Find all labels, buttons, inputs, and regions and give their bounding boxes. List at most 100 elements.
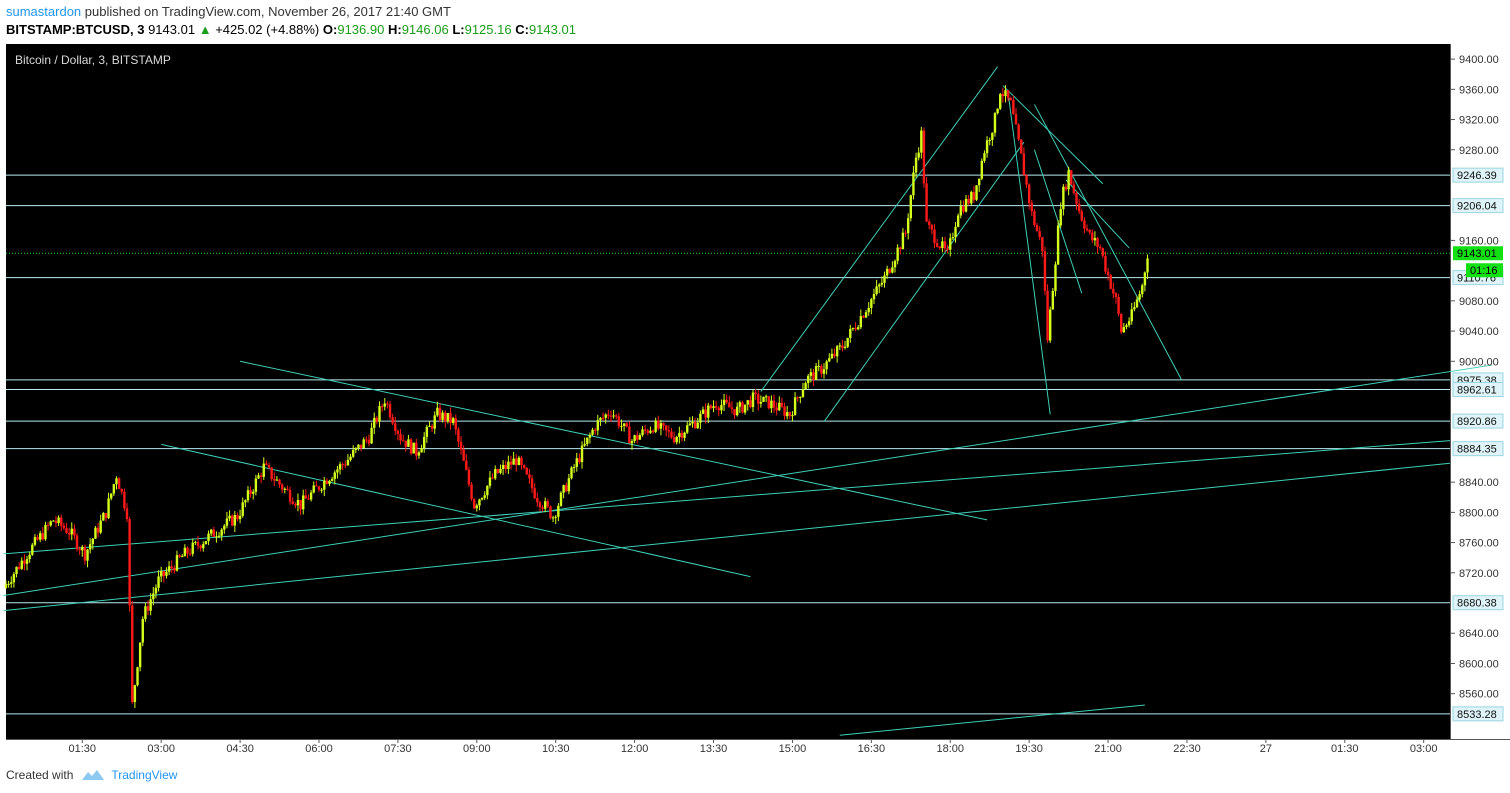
time-axis[interactable] bbox=[6, 739, 1450, 759]
y-tick-label: 9320.00 bbox=[1459, 115, 1499, 127]
candle-body bbox=[704, 409, 707, 418]
candle-body bbox=[828, 358, 831, 362]
candle-body bbox=[793, 397, 797, 416]
candle-body bbox=[762, 396, 765, 402]
candle-body bbox=[546, 501, 550, 507]
tradingview-link[interactable]: TradingView bbox=[111, 768, 178, 782]
candle-body bbox=[317, 486, 321, 490]
candle-body bbox=[1001, 94, 1005, 97]
candle-body bbox=[1004, 90, 1007, 97]
trend-line bbox=[239, 360, 988, 521]
candle-body bbox=[302, 495, 305, 510]
candle-body bbox=[102, 513, 105, 521]
candle-body bbox=[496, 469, 500, 473]
candle-body bbox=[543, 501, 547, 509]
candle-body bbox=[975, 185, 978, 200]
candle-body bbox=[1122, 326, 1126, 333]
candle-body bbox=[1146, 258, 1149, 273]
close-label: C: bbox=[515, 22, 529, 37]
candle-body bbox=[444, 412, 447, 422]
candle-body bbox=[17, 566, 21, 569]
candle-body bbox=[451, 418, 455, 423]
candle-body bbox=[586, 437, 589, 444]
candle-body bbox=[1014, 113, 1018, 125]
last-price: 9143.01 bbox=[148, 22, 196, 37]
candle-body bbox=[775, 407, 778, 411]
candle-body bbox=[54, 520, 58, 524]
candle-body bbox=[236, 514, 239, 520]
candle-body bbox=[507, 461, 510, 470]
candle-body bbox=[262, 463, 265, 477]
candle-body bbox=[654, 420, 657, 432]
candle-body bbox=[472, 499, 476, 509]
candle-body bbox=[94, 527, 97, 539]
candle-body bbox=[57, 517, 60, 524]
candle-body bbox=[838, 345, 841, 347]
candle-body bbox=[67, 532, 71, 535]
candle-body bbox=[504, 465, 507, 470]
candle-body bbox=[107, 498, 110, 519]
candle-body bbox=[862, 316, 865, 318]
candle-body bbox=[144, 606, 147, 619]
candle-body bbox=[312, 485, 315, 493]
candle-body bbox=[749, 400, 752, 408]
candle-body bbox=[814, 366, 818, 380]
candle-body bbox=[714, 406, 718, 408]
candle-body bbox=[509, 461, 513, 465]
candle-body bbox=[712, 406, 715, 409]
candle-body bbox=[759, 401, 763, 404]
y-tick-label: 8800.00 bbox=[1459, 507, 1499, 519]
candle-body bbox=[1033, 211, 1036, 226]
candle-body bbox=[1067, 170, 1070, 190]
candle-body bbox=[912, 172, 915, 196]
x-tick-label: 01:30 bbox=[1331, 743, 1359, 755]
low-label: L: bbox=[452, 22, 465, 37]
candle-body bbox=[835, 346, 839, 357]
candle-body bbox=[478, 499, 481, 506]
candle-body bbox=[344, 464, 347, 466]
candle-body bbox=[10, 582, 13, 584]
y-tick-label: 9000.00 bbox=[1459, 356, 1499, 368]
candle-body bbox=[967, 199, 970, 204]
candle-body bbox=[696, 422, 699, 429]
candle-body bbox=[522, 465, 526, 468]
candle-body bbox=[928, 221, 931, 225]
high-value: 9146.06 bbox=[401, 22, 449, 37]
candle-body bbox=[441, 412, 444, 420]
candle-body bbox=[583, 443, 586, 446]
candle-body bbox=[962, 206, 965, 212]
candle-body bbox=[809, 372, 813, 376]
candle-body bbox=[188, 553, 192, 555]
candle-body bbox=[175, 555, 179, 571]
candle-body bbox=[554, 516, 557, 518]
candle-body bbox=[885, 268, 889, 276]
candle-body bbox=[959, 206, 962, 216]
candle-body bbox=[1135, 299, 1139, 308]
candle-body bbox=[154, 587, 158, 594]
candle-body bbox=[299, 499, 302, 510]
candle-body bbox=[878, 284, 881, 287]
candle-body bbox=[386, 403, 389, 405]
candle-body bbox=[688, 423, 692, 426]
candle-body bbox=[562, 485, 565, 493]
author-link[interactable]: sumastardon bbox=[6, 4, 82, 19]
candle-body bbox=[1106, 271, 1110, 276]
candle-body bbox=[152, 593, 155, 600]
candle-body bbox=[864, 312, 868, 318]
candle-body bbox=[520, 457, 523, 466]
candle-body bbox=[551, 517, 555, 519]
candle-body bbox=[223, 525, 226, 530]
candle-body bbox=[977, 178, 981, 186]
plot-area[interactable] bbox=[6, 44, 1450, 739]
candle-body bbox=[980, 160, 984, 179]
candle-body bbox=[512, 458, 515, 465]
candle-body bbox=[354, 447, 358, 451]
candle-body bbox=[265, 463, 268, 465]
candle-body bbox=[609, 415, 613, 417]
candle-body bbox=[425, 426, 429, 437]
candle-body bbox=[465, 460, 468, 470]
candle-body bbox=[454, 418, 457, 430]
candle-body bbox=[328, 480, 331, 484]
candle-body bbox=[173, 567, 176, 571]
